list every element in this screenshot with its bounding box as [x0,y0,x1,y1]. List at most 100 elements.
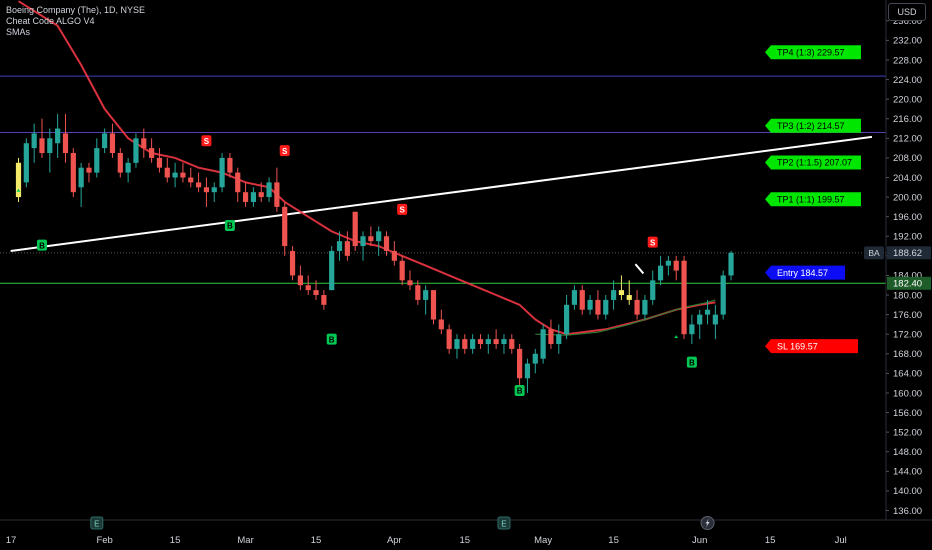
signal-badge-box [514,385,525,397]
candle-body [595,299,601,315]
buy-signal-badge: B [514,385,525,397]
candle [509,334,515,354]
sma-red-line [17,0,716,336]
price-axis-tick-label: 196.00 [893,212,922,223]
candle [446,324,452,354]
candle-body [383,236,390,251]
candle-body [195,182,202,188]
time-axis-tick-label: 15 [608,535,619,546]
candle [571,285,578,310]
price-axis-tick-label: 148.00 [893,447,922,458]
candles [15,113,734,393]
candle-body [297,275,303,286]
symbol-title: Boeing Company (The), 1D, NYSE [6,5,146,15]
candle [70,148,76,198]
candle [423,285,429,315]
sell-signal-badge: S [647,236,658,248]
signal-badge-box [686,356,697,368]
earnings-marker: E [90,516,104,530]
candle [501,334,507,354]
candle-body [258,192,264,198]
candle-body [493,339,499,344]
buy-arrow-marker [16,188,21,192]
buy-signal-badge: B [36,239,47,251]
candle-body [618,290,625,296]
time-axis-tick-label: 15 [765,535,776,546]
candle-body [336,241,343,251]
candle [211,182,217,202]
earnings-marker-box [90,516,104,530]
candle-body [141,138,147,149]
candle [697,309,703,340]
candle-body [587,299,593,310]
level-label-box [765,339,858,354]
candle [297,265,303,291]
price-tag-text: 182.40 [893,279,922,290]
price-axis-tick-label: 232.00 [893,36,922,47]
candle [47,128,53,173]
candle [485,334,491,354]
candle-body [391,250,397,261]
candle-body [235,172,241,193]
candle [242,182,249,207]
candle-body [501,339,507,344]
candle-body [603,299,609,315]
candle-body [203,187,210,193]
price-axis-tick-label: 220.00 [893,94,922,105]
candle-body [712,314,718,325]
signal-badge-box [201,135,212,147]
level-label-box [765,155,861,170]
candle [720,270,726,320]
candle [133,133,139,168]
candle [289,246,296,281]
candle-body [423,290,429,300]
candle [156,148,163,173]
level-label: TP2 (1:1.5) 207.07 [765,155,861,170]
price-axis-tick-label: 204.00 [893,173,922,184]
candle-body [556,334,562,344]
candle [556,324,562,354]
candle-body [454,339,460,349]
sma-green-line [535,299,716,336]
candle [62,113,69,163]
level-label-box [765,118,861,133]
level-label-text: TP1 (1:1) 199.57 [777,194,845,204]
candle [15,157,22,202]
candle-body [15,162,22,198]
currency-button[interactable]: USD [888,3,926,21]
level-label-text: Entry 184.57 [777,268,828,278]
sell-signal-badge: S [201,135,212,147]
candle [673,255,679,281]
entry-arrow-marker [634,263,645,275]
symbol-tag-text: BA [868,248,880,258]
candle-body [109,133,116,154]
time-axis-tick-label: Jun [692,535,707,546]
candle [579,285,585,315]
candle [391,241,397,266]
buy-signal-badge: B [224,219,235,231]
candle [587,295,593,315]
candle [23,138,29,188]
candle-body [697,314,703,325]
candle-body [564,304,570,335]
sell-signal-badge: S [397,203,408,215]
price-axis-tick-label: 212.00 [893,134,922,145]
candle [712,304,718,340]
candle [282,201,288,256]
candle [368,226,374,247]
earnings-marker-letter: E [501,520,506,529]
candle [642,295,648,320]
price-axis-tick-label: 224.00 [893,75,922,86]
candle-body [477,339,484,344]
candle [399,255,405,286]
time-axis-tick-label: Feb [96,535,112,546]
candle [376,226,382,256]
candle [462,334,468,354]
signal-badge-letter: S [204,137,210,146]
trendline-segment [10,135,873,252]
time-axis-tick-label: May [534,535,552,546]
candle-body [540,329,546,359]
candle [454,334,460,359]
